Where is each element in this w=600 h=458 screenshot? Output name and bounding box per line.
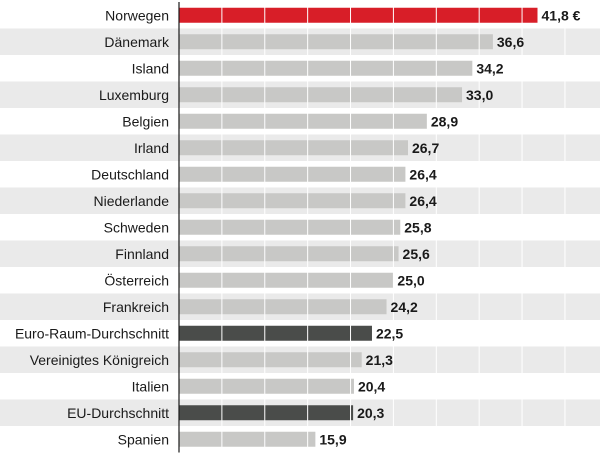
- value-label-irland: 26,7: [412, 140, 439, 156]
- bar-italien: [179, 378, 354, 394]
- category-label-finnland: Finnland: [115, 246, 169, 262]
- category-label-euro-raum-durchschnitt: Euro-Raum-Durchschnitt: [15, 325, 169, 341]
- category-label-niederlande: Niederlande: [94, 193, 170, 209]
- bar-oesterreich: [179, 272, 394, 288]
- value-label-belgien: 28,9: [431, 113, 458, 129]
- category-label-oesterreich: Österreich: [104, 271, 169, 288]
- value-label-italien: 20,4: [358, 378, 385, 394]
- category-label-daenemark: Dänemark: [104, 34, 170, 50]
- value-label-deutschland: 26,4: [409, 166, 436, 182]
- bar-island: [179, 60, 473, 76]
- value-label-niederlande: 26,4: [409, 193, 436, 209]
- value-label-schweden: 25,8: [404, 219, 431, 235]
- value-label-vereinigtes-koenigreich: 21,3: [366, 352, 393, 368]
- category-label-spanien: Spanien: [118, 431, 169, 447]
- category-label-belgien: Belgien: [122, 113, 169, 129]
- value-label-frankreich: 24,2: [391, 299, 418, 315]
- value-label-spanien: 15,9: [319, 431, 346, 447]
- category-label-deutschland: Deutschland: [91, 166, 169, 182]
- bars: [179, 7, 538, 447]
- category-label-eu-durchschnitt: EU-Durchschnitt: [67, 405, 169, 421]
- category-label-irland: Irland: [134, 140, 169, 156]
- value-label-eu-durchschnitt: 20,3: [357, 405, 384, 421]
- bar-eu-durchschnitt: [179, 405, 354, 421]
- category-label-italien: Italien: [132, 378, 169, 394]
- bar-luxemburg: [179, 87, 463, 103]
- value-label-island: 34,2: [476, 60, 503, 76]
- bar-daenemark: [179, 34, 493, 50]
- value-label-oesterreich: 25,0: [397, 272, 424, 288]
- category-label-frankreich: Frankreich: [103, 299, 169, 315]
- bar-deutschland: [179, 166, 406, 182]
- value-label-daenemark: 36,6: [497, 34, 524, 50]
- value-label-finnland: 25,6: [403, 246, 430, 262]
- value-labels: 41,8 € 36,6 34,2 33,0 28,9 26,7 26,4 26,4 25,8 25…: [319, 7, 580, 447]
- bar-niederlande: [179, 193, 406, 209]
- category-labels: Norwegen Dänemark Island Luxemburg Belgien Ir…: [15, 7, 170, 447]
- bar-belgien: [179, 113, 427, 129]
- category-label-schweden: Schweden: [104, 219, 169, 235]
- bar-finnland: [179, 246, 399, 262]
- value-label-luxemburg: 33,0: [466, 87, 493, 103]
- gridlines: [221, 2, 566, 453]
- bar-irland: [179, 140, 408, 156]
- bar-norwegen: [179, 7, 538, 23]
- category-label-island: Island: [132, 60, 169, 76]
- bar-schweden: [179, 219, 401, 235]
- bar-euro-raum-durchschnitt: [179, 325, 372, 341]
- value-label-norwegen: 41,8 €: [542, 7, 581, 23]
- bar-spanien: [179, 431, 316, 447]
- bar-frankreich: [179, 299, 387, 315]
- bar-vereinigtes-koenigreich: [179, 352, 362, 368]
- category-label-vereinigtes-koenigreich: Vereinigtes Königreich: [30, 352, 169, 368]
- value-label-euro-raum-durchschnitt: 22,5: [376, 325, 403, 341]
- category-label-norwegen: Norwegen: [105, 7, 169, 23]
- category-label-luxemburg: Luxemburg: [99, 87, 169, 103]
